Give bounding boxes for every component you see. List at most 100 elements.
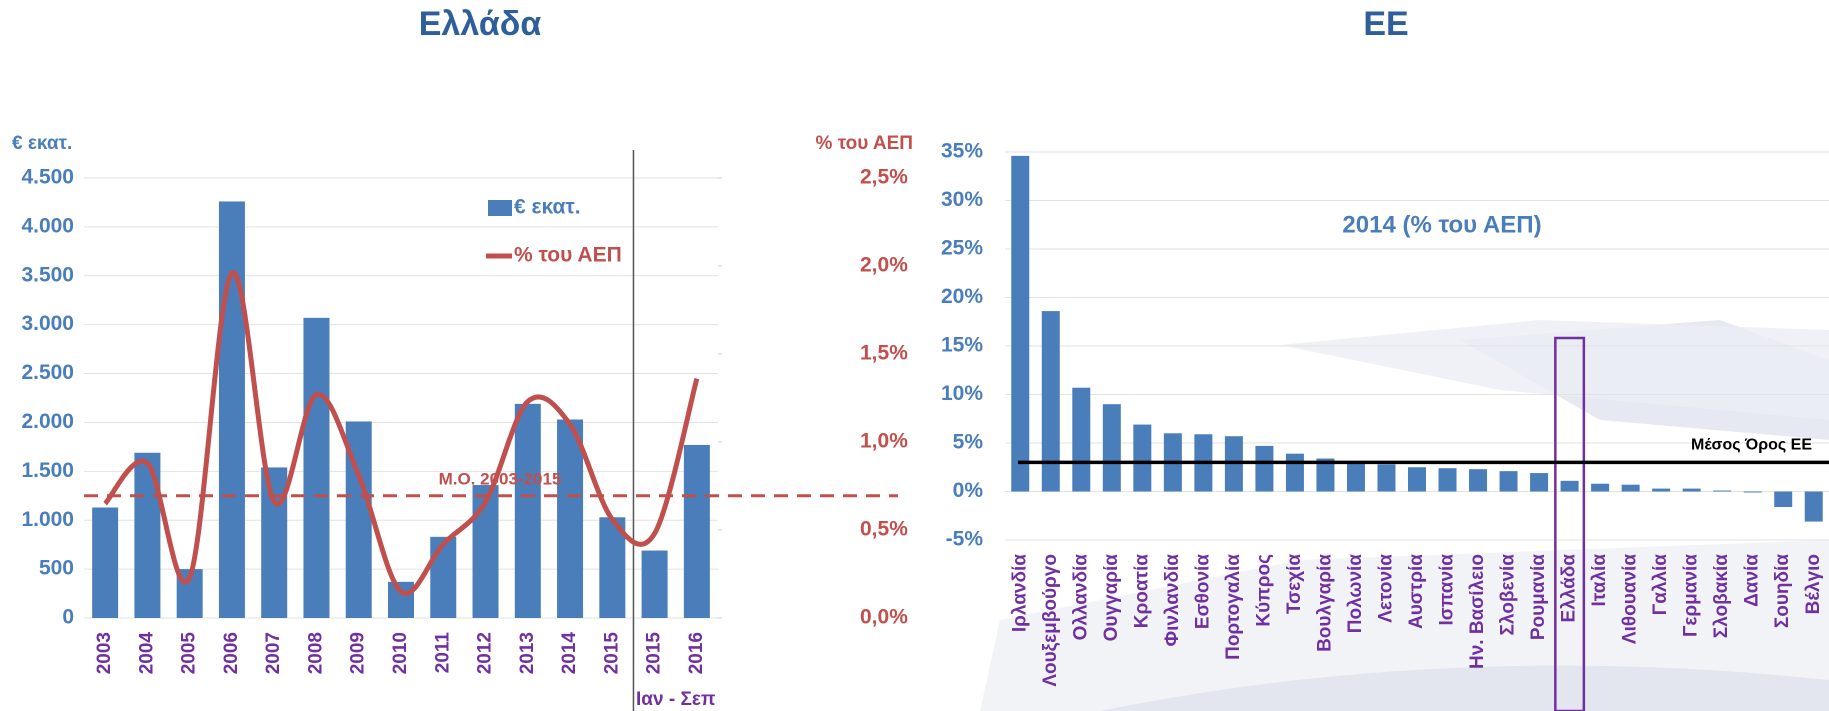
y-tick-label: 25% (941, 237, 983, 260)
y-tick-label: 4.000 (21, 214, 74, 237)
y-tick-label: 0% (953, 479, 984, 502)
bar (1133, 424, 1152, 492)
x-tick-label: 2014 (559, 632, 580, 675)
x-tick-label: 2009 (348, 632, 369, 674)
line (103, 270, 700, 596)
chart-subtitle: 2014 (% του ΑΕΠ) (1342, 211, 1541, 238)
x-tick-label: Ην. Βασίλειο (1467, 554, 1488, 669)
y-axis-label: € εκατ. (12, 133, 72, 154)
bar (388, 581, 414, 618)
x-tick-label: Ισπανία (1437, 554, 1458, 626)
x-tick-label: 2007 (263, 632, 284, 674)
y-tick-label: 1.000 (21, 508, 74, 531)
bar (1377, 464, 1396, 492)
bar (1560, 480, 1579, 492)
bar (430, 536, 457, 618)
bar (1041, 311, 1060, 492)
x-tick-label: 2003 (94, 632, 115, 674)
bar (1255, 445, 1274, 492)
bar (557, 419, 584, 618)
y2-tick-label: 1,5% (860, 342, 908, 365)
y2-axis-label: % του ΑΕΠ (816, 133, 913, 154)
bar (92, 507, 119, 618)
x-tick-label: Βουλγαρία (1314, 554, 1335, 652)
bar (641, 550, 668, 618)
x-tick-label: 2015 (644, 632, 665, 675)
bar (683, 444, 710, 618)
x-tick-label: Ελλάδα (1559, 554, 1580, 623)
chart-title: Ελλάδα (419, 5, 542, 43)
bar (303, 317, 330, 618)
y-tick-label: 2.500 (21, 361, 74, 384)
legend-label: % του ΑΕΠ (514, 244, 622, 267)
bar (472, 485, 499, 618)
x-tick-label: Λιθουανία (1620, 554, 1641, 644)
y-tick-label: 1.500 (21, 459, 74, 482)
bar (261, 467, 288, 618)
x-tick-label: Γαλλία (1650, 554, 1671, 616)
bar (1682, 488, 1701, 492)
x-tick-label: Αυστρία (1406, 554, 1427, 629)
x-tick-label: Ιταλία (1589, 554, 1610, 607)
legend-label: € εκατ. (514, 196, 581, 219)
bar (1408, 467, 1426, 492)
y-tick-label: 5% (953, 431, 984, 454)
bar (1499, 471, 1518, 492)
y-tick-label: 30% (941, 188, 983, 211)
y-tick-label: 15% (941, 334, 983, 357)
x-tick-label: Λουξεμβούργο (1040, 554, 1061, 687)
y-tick-label: 4.500 (21, 166, 74, 189)
x-tick-label: Κύπρος (1253, 554, 1274, 627)
bar (1285, 453, 1304, 492)
legend-swatch (488, 200, 512, 216)
period-note: Ιαν - Σεπ (636, 689, 716, 710)
x-tick-label: Πορτογαλία (1223, 554, 1244, 660)
y-tick-label: 10% (941, 382, 983, 405)
bar (1652, 488, 1671, 492)
y-tick-label: 500 (39, 557, 74, 580)
x-tick-label: 2005 (179, 632, 200, 675)
bar (1530, 473, 1549, 492)
bar (1102, 404, 1121, 492)
y2-tick-label: 2,5% (860, 166, 908, 189)
bar (1346, 461, 1365, 492)
x-tick-label: 2006 (221, 632, 242, 674)
mean-label: Μέσος Όρος ΕΕ (1691, 437, 1812, 454)
bar (1438, 468, 1457, 492)
x-tick-label: 2004 (136, 632, 157, 675)
y-tick-label: 35% (941, 140, 983, 163)
bar (514, 403, 541, 618)
x-tick-label: Λετονία (1375, 554, 1396, 623)
x-tick-label: 2016 (686, 632, 707, 674)
bar (1316, 458, 1335, 492)
x-tick-label: Εσθονία (1192, 554, 1213, 629)
x-tick-label: Σλοβακία (1711, 554, 1732, 638)
x-tick-label: 2010 (390, 632, 411, 674)
y-tick-label: 3.500 (21, 263, 74, 286)
bar (1621, 484, 1640, 492)
y2-tick-label: 0,5% (860, 518, 908, 541)
x-tick-label: 2011 (432, 632, 453, 674)
bar (1804, 491, 1823, 522)
x-tick-label: Ουγγαρία (1101, 554, 1122, 642)
chart-title: ΕΕ (1363, 5, 1408, 43)
x-tick-label: 2013 (517, 632, 538, 674)
bar (1469, 469, 1488, 492)
y-tick-label: -5% (946, 528, 984, 551)
x-tick-label: Φινλανδία (1162, 554, 1183, 647)
mean-label: Μ.Ο. 2003-2015 (439, 469, 562, 488)
bar (1743, 491, 1762, 493)
y-tick-label: 0 (62, 606, 74, 629)
x-tick-label: Πολωνία (1345, 554, 1366, 634)
x-tick-label: 2015 (601, 632, 622, 675)
bar (218, 201, 245, 618)
y-tick-label: 20% (941, 285, 983, 308)
bar (1072, 387, 1091, 492)
y-tick-label: 3.000 (21, 312, 74, 335)
x-tick-label: Ολλανδία (1070, 554, 1091, 641)
x-tick-label: Ρουμανία (1528, 554, 1549, 640)
y2-tick-label: 2,0% (860, 254, 908, 277)
bar (1591, 483, 1610, 492)
